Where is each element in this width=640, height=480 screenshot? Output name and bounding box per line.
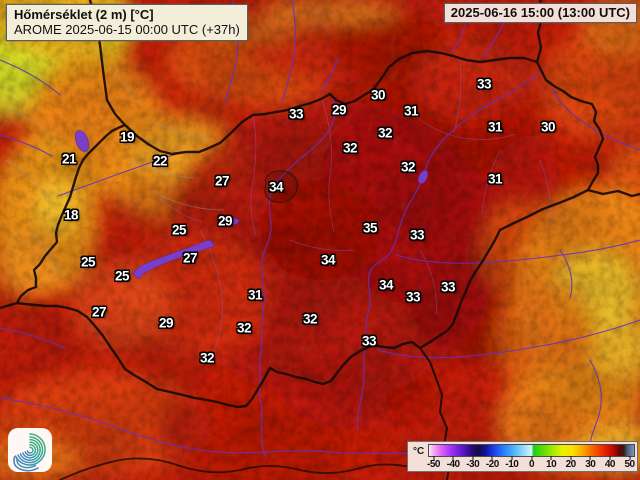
- station-temp-label: 27: [91, 304, 107, 320]
- station-temp-label: 29: [158, 315, 174, 331]
- lake-balaton: [132, 239, 216, 280]
- station-temp-label: 33: [288, 106, 304, 122]
- colorbar-tick: [570, 456, 572, 460]
- station-temp-label: 30: [540, 119, 556, 135]
- colorbar-tick: [433, 456, 434, 460]
- tisza-river: [357, 69, 544, 431]
- station-temp-label: 33: [405, 289, 421, 305]
- station-temp-label: 34: [268, 179, 284, 195]
- station-temp-label: 31: [487, 119, 503, 135]
- station-temp-label: 33: [476, 76, 492, 92]
- colorbar-tick: [511, 456, 513, 460]
- colorbar-tick-label: 20: [565, 459, 577, 470]
- product-title: Hőmérséklet (2 m) [°C]: [14, 7, 154, 22]
- colorbar-tick: [452, 456, 454, 460]
- lake-ferto: [74, 130, 90, 152]
- colorbar-tick-label: 0: [528, 459, 535, 470]
- lakes: [74, 130, 428, 280]
- colorbar-tick-label: -50: [427, 459, 440, 470]
- colorbar-tick-label: -10: [505, 459, 519, 470]
- colorbar-tick-label: -40: [446, 459, 460, 470]
- station-temp-label: 29: [217, 213, 233, 229]
- station-temp-label: 34: [378, 277, 394, 293]
- colorbar-panel: °C -50 -40 -30 -20 -10 0 10 20 30 40 50: [407, 441, 638, 472]
- station-temp-label: 33: [440, 279, 456, 295]
- station-temp-label: 27: [214, 173, 230, 189]
- colorbar-tick: [550, 456, 552, 460]
- model-run-line: AROME 2025-06-15 00:00 UTC (+37h): [14, 22, 240, 37]
- station-temp-label: 27: [182, 250, 198, 266]
- county-boundaries: [149, 59, 551, 357]
- station-temp-label: 29: [331, 102, 347, 118]
- station-temp-label: 33: [361, 333, 377, 349]
- station-temp-label: 25: [80, 254, 96, 270]
- station-temp-label: 25: [171, 222, 187, 238]
- hungary-border: [15, 49, 605, 409]
- product-info-panel: Hőmérséklet (2 m) [°C] AROME 2025-06-15 …: [6, 4, 248, 41]
- colorbar-tick: [472, 456, 474, 460]
- station-temp-label: 35: [362, 220, 378, 236]
- colorbar-tick: [491, 456, 493, 460]
- colorbar-tick-label: 30: [585, 459, 596, 470]
- station-temp-label: 31: [247, 287, 263, 303]
- cyclone-spiral-logo: [8, 428, 52, 472]
- station-temp-label: 21: [61, 151, 77, 167]
- station-temp-label: 32: [199, 350, 215, 366]
- colorbar-tick: [531, 456, 532, 460]
- station-temp-label: 31: [487, 171, 503, 187]
- colorbar-tick: [629, 456, 630, 460]
- station-temp-label: 34: [320, 252, 336, 268]
- colorbar-tick: [609, 456, 611, 460]
- contour-lines: [4, 54, 225, 281]
- colorbar-tick-label: -30: [466, 459, 480, 470]
- station-temp-label: 32: [377, 125, 393, 141]
- station-temp-label: 18: [63, 207, 79, 223]
- colorbar-tick-label: -20: [485, 459, 499, 470]
- station-temp-label: 22: [152, 153, 168, 169]
- colorbar-unit-label: °C: [413, 446, 425, 457]
- river-lines: [0, 0, 640, 459]
- station-temp-label: 32: [342, 140, 358, 156]
- station-temp-label: 32: [236, 320, 252, 336]
- colorbar-tick-label: 40: [604, 459, 616, 470]
- colorbar-tick-label: 10: [546, 459, 557, 470]
- station-temp-label: 32: [302, 311, 318, 327]
- station-temp-label: 25: [114, 268, 130, 284]
- budapest-outline: [264, 170, 299, 203]
- valid-time-panel: 2025-06-16 15:00 (13:00 UTC): [443, 3, 637, 23]
- station-temp-label: 31: [403, 103, 419, 119]
- station-temp-label: 33: [409, 227, 425, 243]
- colorbar-tick-label: 50: [624, 459, 635, 470]
- station-temp-label: 32: [400, 159, 416, 175]
- station-temp-label: 30: [370, 87, 386, 103]
- lake-tisza: [418, 170, 428, 184]
- station-temp-label: 19: [119, 129, 135, 145]
- lake-velence: [226, 218, 240, 226]
- colorbar-tick: [589, 456, 591, 460]
